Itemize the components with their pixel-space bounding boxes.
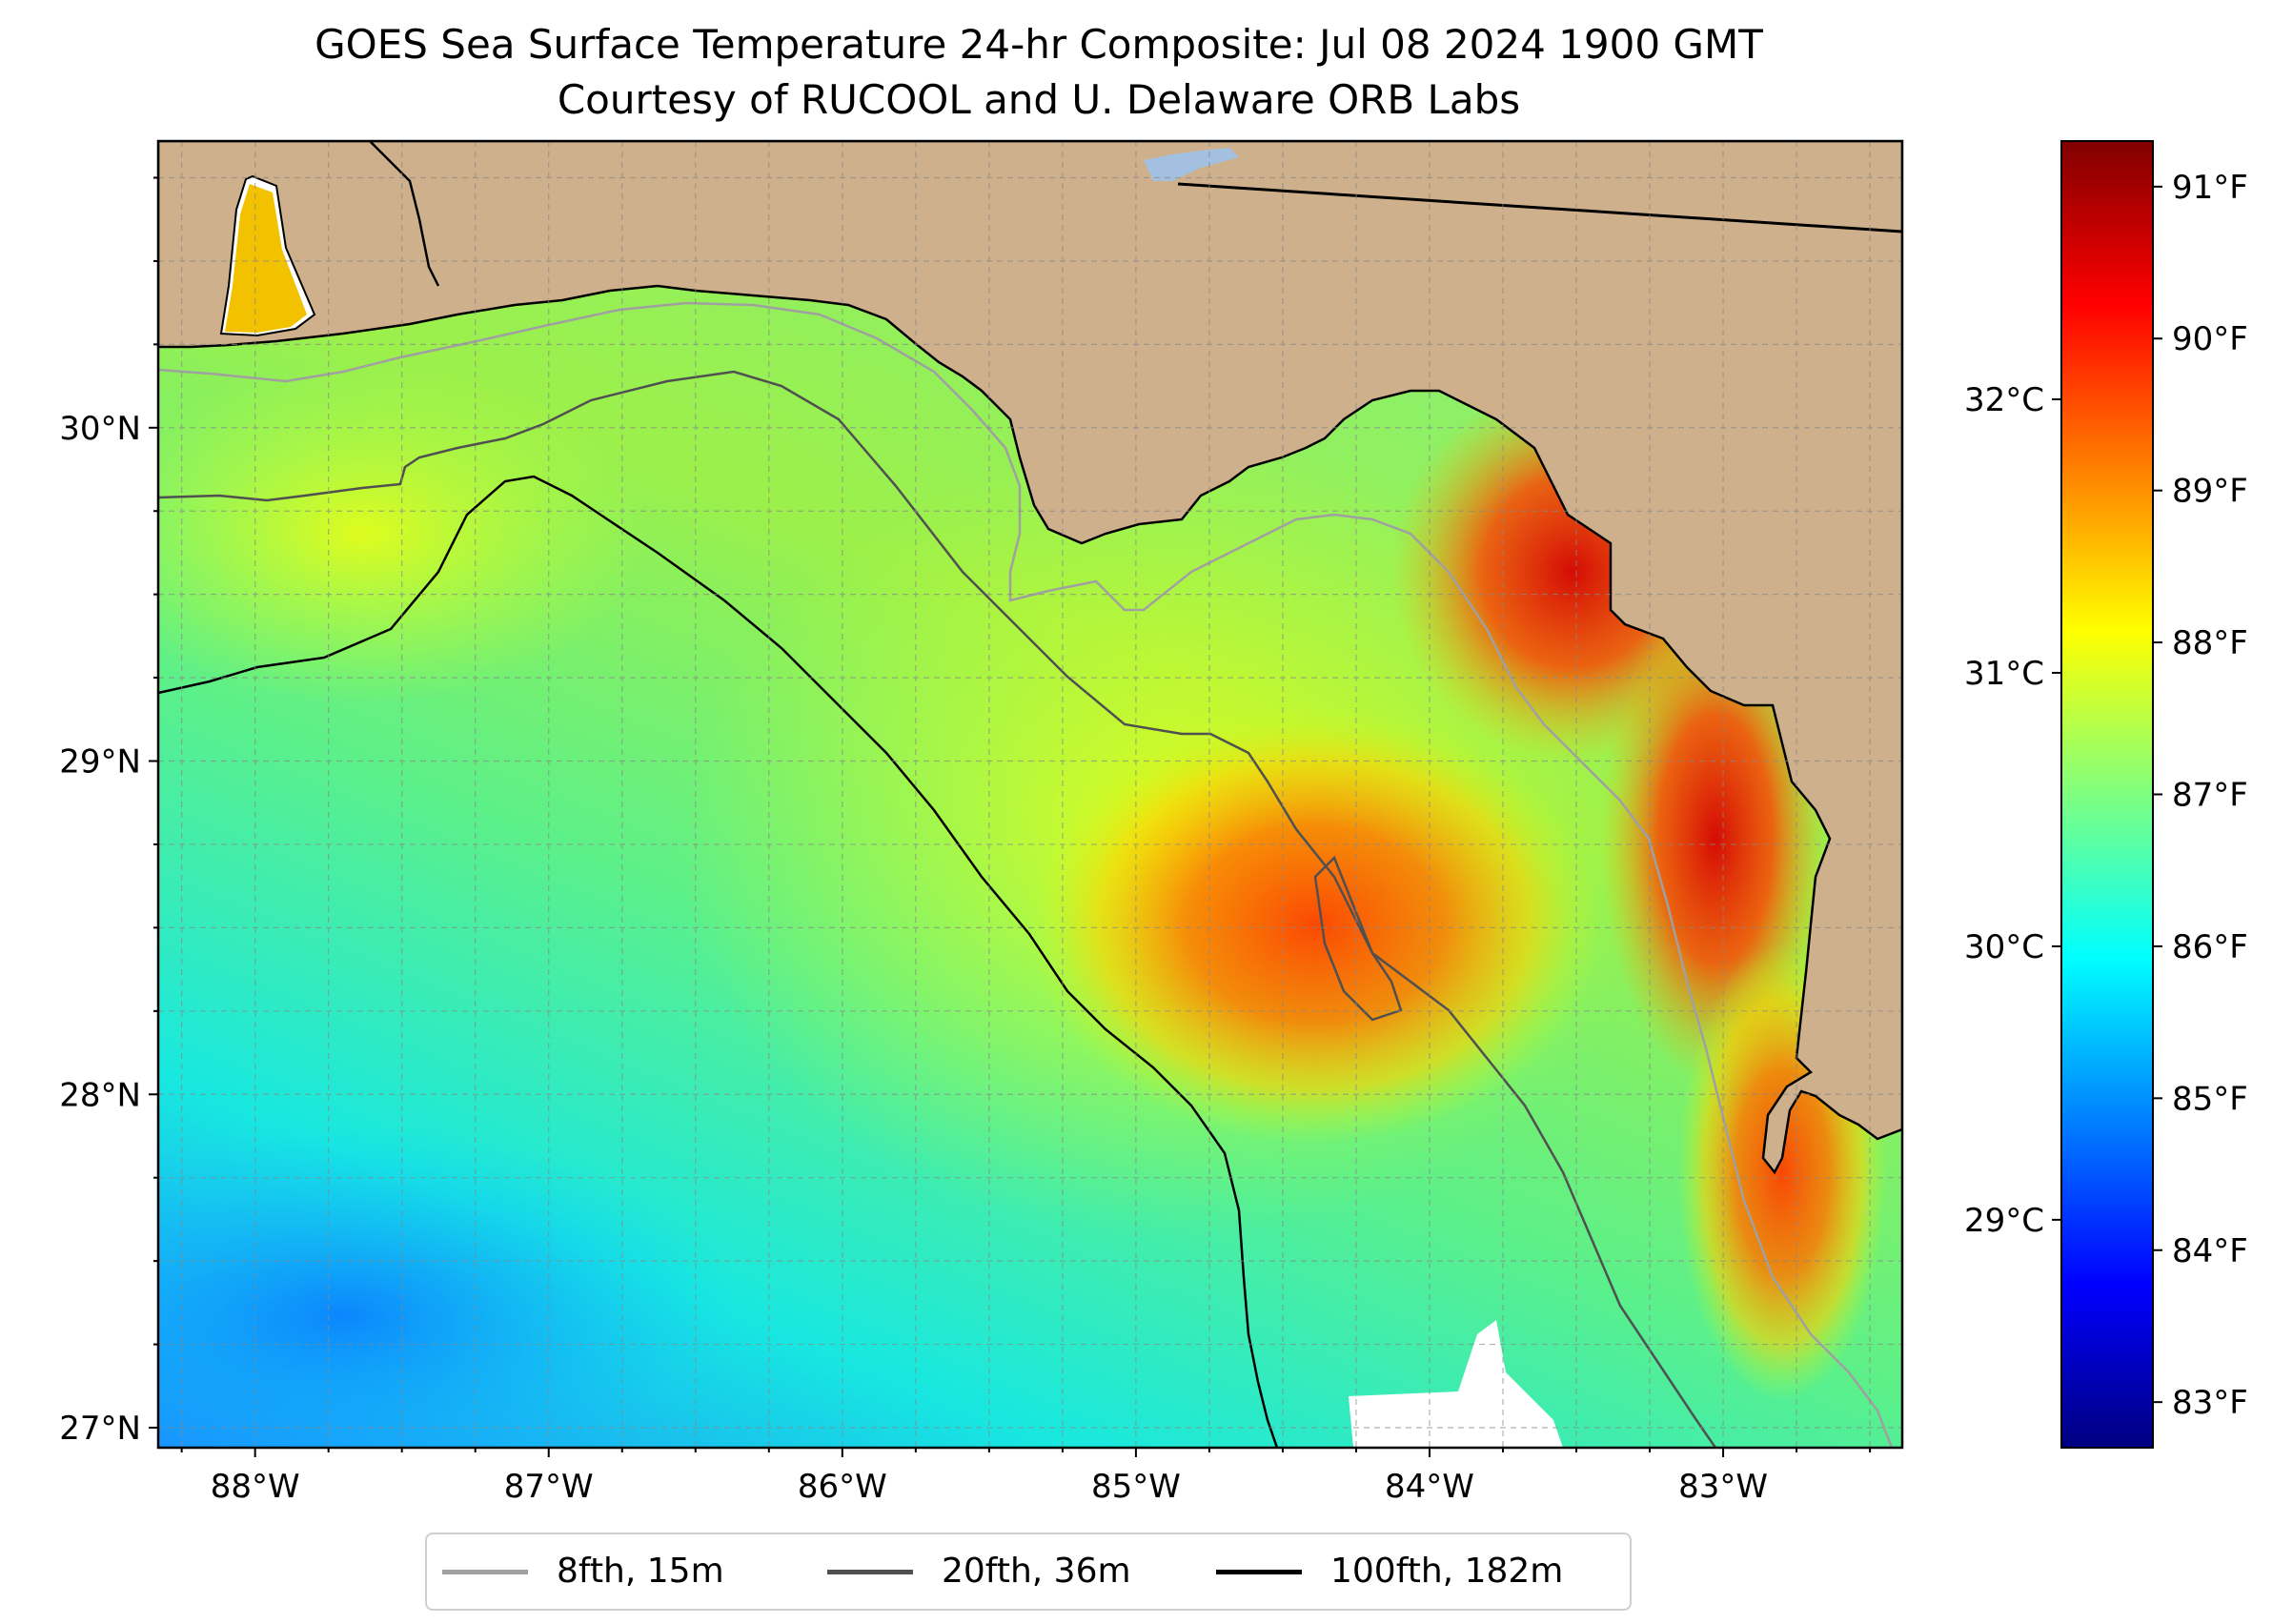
celsius-tick-label: 31°C bbox=[1964, 655, 2044, 693]
colorbar bbox=[2060, 140, 2154, 1449]
x-tick-label: 87°W bbox=[504, 1468, 594, 1506]
map-area bbox=[158, 141, 1902, 1448]
fahrenheit-tick-label: 88°F bbox=[2172, 624, 2248, 662]
fahrenheit-tick-label: 86°F bbox=[2172, 928, 2248, 966]
celsius-tick-label: 29°C bbox=[1964, 1202, 2044, 1240]
no-data-patch bbox=[1349, 1320, 1563, 1448]
fahrenheit-tick-label: 85°F bbox=[2172, 1080, 2248, 1118]
colorbar-ticks: 83°F 84°F 85°F 86°F 87°F 88°F 89°F 90°F 91°F 29°C… bbox=[1964, 169, 2248, 1422]
sst-warm-bigbend bbox=[1029, 705, 1601, 1144]
legend-label-20fth: 20fth, 36m bbox=[942, 1552, 1131, 1591]
y-tick-label: 29°N bbox=[59, 743, 141, 782]
legend-line-100fth bbox=[1216, 1570, 1302, 1574]
x-tick-label: 84°W bbox=[1385, 1468, 1474, 1506]
fahrenheit-tick-label: 83°F bbox=[2172, 1384, 2248, 1422]
y-tick-label: 27°N bbox=[59, 1410, 141, 1448]
celsius-tick-label: 30°C bbox=[1964, 928, 2044, 966]
lake bbox=[1144, 148, 1239, 181]
chart-subtitle: Courtesy of RUCOOL and U. Delaware ORB L… bbox=[557, 76, 1521, 123]
fahrenheit-tick-label: 91°F bbox=[2172, 169, 2248, 207]
x-tick-label: 88°W bbox=[211, 1468, 300, 1506]
x-tick-label: 85°W bbox=[1091, 1468, 1181, 1506]
x-tick-label: 83°W bbox=[1678, 1468, 1768, 1506]
legend-line-20fth bbox=[827, 1570, 913, 1574]
legend-line-8fth bbox=[442, 1570, 528, 1574]
map-frame bbox=[156, 139, 1904, 1450]
gridlines bbox=[158, 141, 1902, 1448]
fahrenheit-tick-label: 90°F bbox=[2172, 320, 2248, 358]
isobath-20fth bbox=[158, 370, 1717, 1448]
y-tick-label: 30°N bbox=[59, 410, 141, 448]
state-boundary-line bbox=[1177, 182, 1902, 233]
legend: 8fth, 15m 20fth, 36m 100fth, 182m bbox=[425, 1533, 1632, 1611]
y-tick-label: 28°N bbox=[59, 1076, 141, 1114]
fahrenheit-tick-label: 84°F bbox=[2172, 1232, 2248, 1270]
legend-label-100fth: 100fth, 182m bbox=[1330, 1552, 1564, 1591]
sst-yellow-nw bbox=[158, 362, 648, 705]
land-pensacola-fill bbox=[225, 184, 307, 333]
fahrenheit-tick-label: 87°F bbox=[2172, 777, 2248, 815]
state-boundary-al bbox=[369, 141, 440, 287]
x-tick-label: 86°W bbox=[798, 1468, 887, 1506]
land bbox=[158, 141, 1902, 1175]
map-ticks: 88°W 87°W 86°W 85°W 84°W 83°W 27°N 28°N 29°N 30°N bbox=[59, 176, 1872, 1506]
celsius-tick-label: 32°C bbox=[1964, 381, 2044, 419]
chart-title: GOES Sea Surface Temperature 24-hr Compo… bbox=[315, 21, 1763, 68]
legend-label-8fth: 8fth, 15m bbox=[557, 1552, 724, 1591]
fahrenheit-tick-label: 89°F bbox=[2172, 473, 2248, 511]
isobath-8fth bbox=[158, 301, 1894, 1448]
isobath-100fth bbox=[158, 475, 1279, 1448]
sst-blue-sw bbox=[158, 1125, 743, 1448]
